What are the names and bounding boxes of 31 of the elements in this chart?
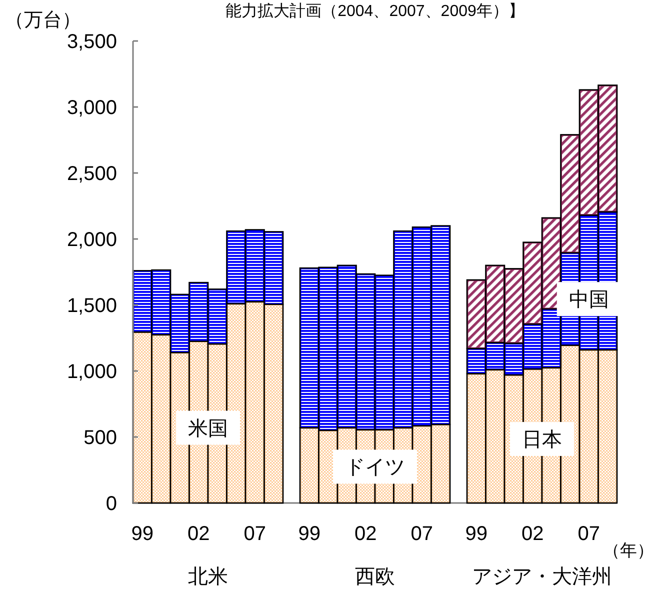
y-axis-title: （万台）	[5, 10, 81, 31]
x-tick-label: 07	[578, 523, 600, 545]
y-tick-label: 500	[84, 427, 117, 449]
x-axis-title: 北米	[188, 566, 228, 588]
x-tick-label: 99	[465, 523, 488, 545]
series-label: 日本	[510, 422, 574, 456]
x-tick-label: 02	[188, 523, 210, 545]
y-tick-label: 0	[106, 493, 117, 515]
series-label: 日本	[522, 428, 562, 451]
x-axis-title: 西欧	[355, 566, 395, 588]
y-tick-label: 2,000	[66, 229, 117, 251]
y-tick-label: 1,000	[66, 361, 117, 383]
x-tick-label: 07	[410, 523, 433, 545]
y-tick-label: 3,500	[66, 31, 117, 53]
series-label: 中国	[556, 282, 621, 316]
y-tick-label: 1,500	[66, 295, 117, 317]
series-label: 米国	[176, 410, 240, 445]
x-tick-label: 02	[354, 523, 377, 545]
text: 能力拡大計画（2004、2007、2009年）】	[226, 2, 524, 20]
series-label: 米国	[188, 418, 228, 440]
x-tick-label: 07	[244, 523, 266, 545]
y-tick-label: 2,500	[66, 163, 117, 185]
series-label: ドイツ	[345, 456, 405, 479]
x-tick-label: 99	[298, 523, 320, 545]
x-tick-label: 02	[522, 523, 544, 545]
x-tick-label: 99	[131, 523, 154, 545]
x-axis-title: アジア・大洋州	[472, 566, 612, 588]
y-tick-label: 3,000	[66, 97, 117, 119]
series-label: 中国	[568, 289, 609, 312]
series-label: ドイツ	[333, 450, 417, 484]
text: （年）	[603, 541, 654, 560]
